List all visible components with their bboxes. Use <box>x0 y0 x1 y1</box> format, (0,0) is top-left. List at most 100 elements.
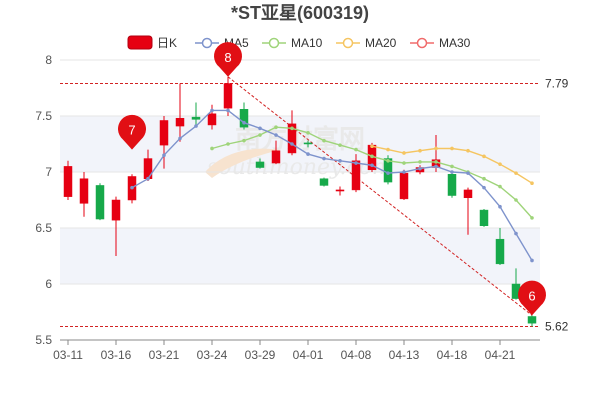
ma10-point <box>322 138 326 143</box>
legend-item-kline[interactable]: 日K <box>127 35 177 50</box>
x-tick-label: 03-11 <box>53 348 83 362</box>
candle-body <box>351 160 361 191</box>
pin-marker <box>214 42 242 77</box>
ma5-point <box>162 153 166 157</box>
ma10-point <box>450 164 454 169</box>
legend-ma30-label: MA30 <box>439 36 471 50</box>
ma20-point <box>386 147 390 152</box>
high-guide-label: 7.79 <box>545 77 569 91</box>
candle-body <box>287 123 297 154</box>
pin-marker <box>518 280 546 316</box>
ma5-point <box>210 108 214 113</box>
candle-body <box>271 150 281 164</box>
ma10-point <box>530 216 534 220</box>
ma10-point <box>514 198 518 202</box>
low-guide-label: 5.62 <box>545 320 569 334</box>
ma5-point <box>530 258 534 263</box>
ma5-point <box>226 108 230 113</box>
ma20-point <box>530 181 534 185</box>
candle-body <box>479 209 489 227</box>
ma5-line <box>131 109 533 261</box>
ma5-point <box>322 156 326 161</box>
legend-item-ma20[interactable]: MA20 <box>336 36 397 50</box>
candle-body <box>463 189 473 199</box>
candle-body <box>159 120 169 146</box>
candle-body <box>383 158 393 183</box>
y-tick-label: 6 <box>45 277 52 291</box>
ma5-point <box>274 133 278 137</box>
x-tick-label: 04-18 <box>437 348 468 362</box>
legend-ma20-marker <box>342 37 354 49</box>
trend-line <box>227 76 533 316</box>
legend-ma20-label: MA20 <box>365 36 397 50</box>
pin-label: 6 <box>528 288 535 303</box>
legend-ma10-marker <box>268 37 280 49</box>
legend: 日K MA5 MA10 MA20 MA30 <box>127 35 471 50</box>
candle-body <box>175 117 185 127</box>
ma5-point <box>418 166 422 171</box>
ma10-point <box>226 142 230 146</box>
pin-label: 7 <box>128 123 135 138</box>
pin-marker <box>118 114 147 150</box>
ma5-point <box>258 126 262 131</box>
x-tick-label: 04-08 <box>341 348 372 362</box>
chart-title: *ST亚星(600319) <box>231 3 369 23</box>
grid-band <box>60 228 540 284</box>
ma20-point <box>370 144 374 149</box>
y-tick-label: 7 <box>45 165 52 179</box>
ma20-point <box>514 171 518 175</box>
y-tick-label: 5.5 <box>35 333 52 347</box>
ma20-point <box>450 146 454 151</box>
candle-body <box>111 199 121 221</box>
ma5-point <box>130 185 134 190</box>
x-tick-label: 03-21 <box>149 348 180 362</box>
ma10-point <box>338 143 342 147</box>
ma10-point <box>482 176 486 181</box>
candle-body <box>447 173 457 196</box>
candle-body <box>399 172 409 200</box>
ma10-point <box>370 154 374 159</box>
ma5-point <box>434 164 438 169</box>
x-tick-label: 04-21 <box>485 348 516 362</box>
ma5-point <box>194 124 198 128</box>
ma5-point <box>242 120 246 125</box>
ma10-point <box>354 147 358 152</box>
ma5-point <box>482 185 486 190</box>
y-tick-label: 6.5 <box>35 221 52 235</box>
ma5-point <box>306 152 310 156</box>
legend-ma10-label: MA10 <box>291 36 323 50</box>
ma5-point <box>370 163 374 168</box>
candle-body <box>191 116 201 120</box>
ma20-point <box>466 148 470 153</box>
candle-body <box>335 189 345 192</box>
candle-body <box>63 166 73 197</box>
legend-kline-swatch <box>127 35 153 50</box>
candle-body <box>207 113 217 126</box>
ma10-point <box>418 160 422 164</box>
ma20-point <box>498 162 502 166</box>
candle-body <box>95 185 105 220</box>
ma5-point <box>498 204 502 209</box>
ma10-point <box>498 184 502 189</box>
candle-body <box>303 142 313 145</box>
ma5-point <box>146 176 150 181</box>
ma5-point <box>290 142 294 146</box>
ma10-point <box>210 146 214 151</box>
y-tick-label: 7.5 <box>35 109 52 123</box>
ma20-point <box>434 146 438 151</box>
candle-body <box>527 316 537 324</box>
ma10-point <box>290 126 294 131</box>
legend-item-ma30[interactable]: MA30 <box>410 36 471 50</box>
legend-kline-label: 日K <box>157 36 177 50</box>
legend-item-ma10[interactable]: MA10 <box>262 36 323 50</box>
x-tick-label: 03-24 <box>197 348 228 362</box>
legend-ma30-marker <box>416 37 428 49</box>
ma5-point <box>178 136 182 141</box>
ma5-point <box>450 170 454 174</box>
ma10-point <box>258 133 262 137</box>
ma20-point <box>402 151 406 155</box>
x-tick-label: 03-16 <box>101 348 132 362</box>
ma5-point <box>386 171 390 175</box>
